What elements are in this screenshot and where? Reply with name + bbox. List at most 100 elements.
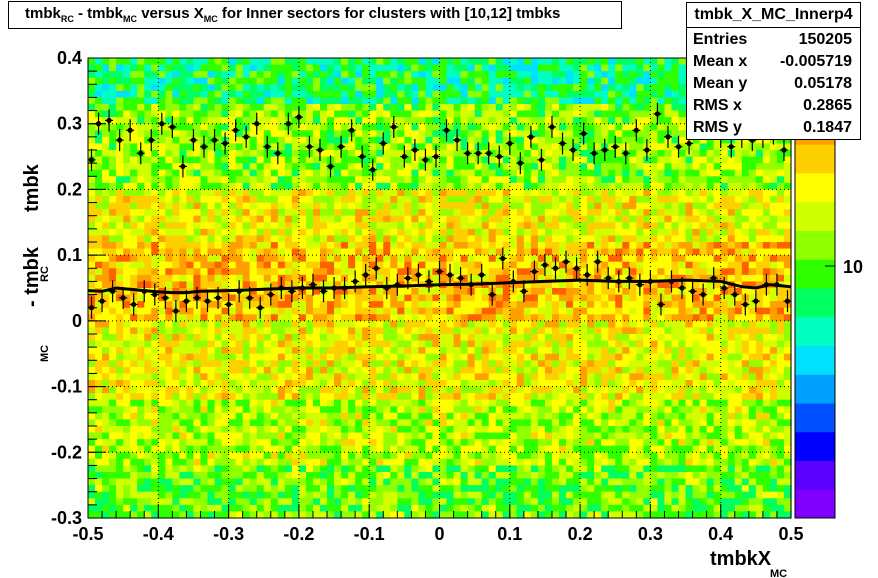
heatmap-cell	[488, 320, 497, 329]
heatmap-cell	[502, 288, 511, 296]
heatmap-cell	[685, 156, 694, 164]
heatmap-cell	[460, 176, 469, 184]
heatmap-cell	[727, 215, 736, 223]
heatmap-cell	[256, 58, 265, 66]
heatmap-cell	[186, 320, 195, 329]
heatmap-cell	[277, 77, 286, 85]
heatmap-cell	[221, 58, 230, 66]
heatmap-cell	[425, 228, 434, 237]
heatmap-cell	[376, 360, 384, 368]
heatmap-cell	[537, 182, 546, 191]
heatmap-cell	[495, 182, 504, 191]
heatmap-cell	[298, 347, 307, 355]
heatmap-cell	[446, 163, 455, 171]
heatmap-cell	[481, 136, 490, 145]
heatmap-cell	[713, 235, 722, 243]
heatmap-cell	[474, 340, 483, 348]
heatmap-cell	[151, 176, 159, 184]
heatmap-cell	[404, 340, 412, 348]
heatmap-cell	[720, 176, 729, 184]
heatmap-cell	[629, 320, 637, 329]
heatmap-cell	[137, 380, 145, 388]
heatmap-cell	[214, 353, 223, 361]
heatmap-cell	[172, 77, 180, 85]
heatmap-cell	[228, 169, 237, 177]
heatmap-cell	[566, 150, 574, 158]
heatmap-cell	[179, 130, 188, 138]
heatmap-cell	[530, 255, 539, 263]
heatmap-cell	[502, 182, 511, 191]
heatmap-cell	[221, 123, 230, 131]
heatmap-cell	[643, 353, 651, 361]
heatmap-cell	[137, 222, 145, 230]
heatmap-cell	[207, 215, 216, 223]
heatmap-cell	[228, 366, 237, 375]
heatmap-cell	[256, 130, 265, 138]
heatmap-cell	[769, 196, 778, 204]
heatmap-cell	[151, 320, 159, 329]
heatmap-cell	[551, 340, 560, 348]
heatmap-cell	[228, 136, 237, 145]
heatmap-cell	[425, 340, 434, 348]
heatmap-cell	[319, 261, 328, 269]
heatmap-cell	[341, 360, 349, 368]
heatmap-cell	[186, 104, 195, 112]
heatmap-cell	[664, 150, 673, 158]
heatmap-cell	[334, 268, 342, 276]
heatmap-cell	[277, 209, 286, 217]
heatmap-cell	[727, 196, 736, 204]
heatmap-cell	[495, 320, 504, 329]
heatmap-cell	[544, 110, 553, 118]
heatmap-cell	[130, 104, 138, 112]
heatmap-cell	[783, 366, 792, 375]
heatmap-cell	[249, 301, 258, 309]
heatmap-cell	[622, 301, 630, 309]
heatmap-cell	[608, 235, 616, 243]
heatmap-cell	[573, 327, 581, 335]
heatmap-cell	[397, 97, 405, 105]
heatmap-cell	[193, 189, 202, 197]
heatmap-cell	[713, 261, 722, 269]
heatmap-cell	[95, 373, 103, 381]
heatmap-cell	[341, 90, 349, 99]
heatmap-cell	[165, 77, 173, 85]
heatmap-cell	[664, 189, 673, 197]
heatmap-cell	[671, 77, 680, 85]
heatmap-cell	[362, 215, 370, 223]
heatmap-cell	[544, 360, 553, 368]
heatmap-cell	[467, 347, 476, 355]
heatmap-cell	[348, 307, 356, 315]
heatmap-cell	[186, 366, 195, 375]
heatmap-cell	[566, 274, 574, 283]
heatmap-cell	[755, 288, 764, 296]
heatmap-cell	[446, 301, 455, 309]
heatmap-cell	[629, 176, 637, 184]
heatmap-cell	[249, 360, 258, 368]
heatmap-cell	[193, 255, 202, 263]
heatmap-cell	[214, 380, 223, 388]
heatmap-cell	[446, 314, 455, 322]
heatmap-cell	[109, 228, 117, 237]
heatmap-cell	[249, 136, 258, 145]
heatmap-cell	[657, 209, 666, 217]
heatmap-cell	[144, 77, 152, 85]
heatmap-cell	[362, 334, 370, 342]
heatmap-cell	[523, 360, 532, 368]
heatmap-cell	[516, 84, 525, 92]
heatmap-cell	[741, 182, 750, 191]
heatmap-cell	[123, 97, 131, 105]
heatmap-cell	[256, 268, 265, 276]
heatmap-cell	[137, 90, 145, 99]
heatmap-cell	[741, 366, 750, 375]
heatmap-cell	[439, 314, 448, 322]
heatmap-cell	[165, 150, 173, 158]
heatmap-cell	[404, 334, 412, 342]
heatmap-cell	[214, 176, 223, 184]
heatmap-cell	[629, 104, 637, 112]
heatmap-cell	[109, 255, 117, 263]
heatmap-cell	[643, 301, 651, 309]
heatmap-cell	[474, 268, 483, 276]
heatmap-cell	[537, 274, 546, 283]
heatmap-cell	[102, 281, 110, 289]
heatmap-cell	[755, 150, 764, 158]
